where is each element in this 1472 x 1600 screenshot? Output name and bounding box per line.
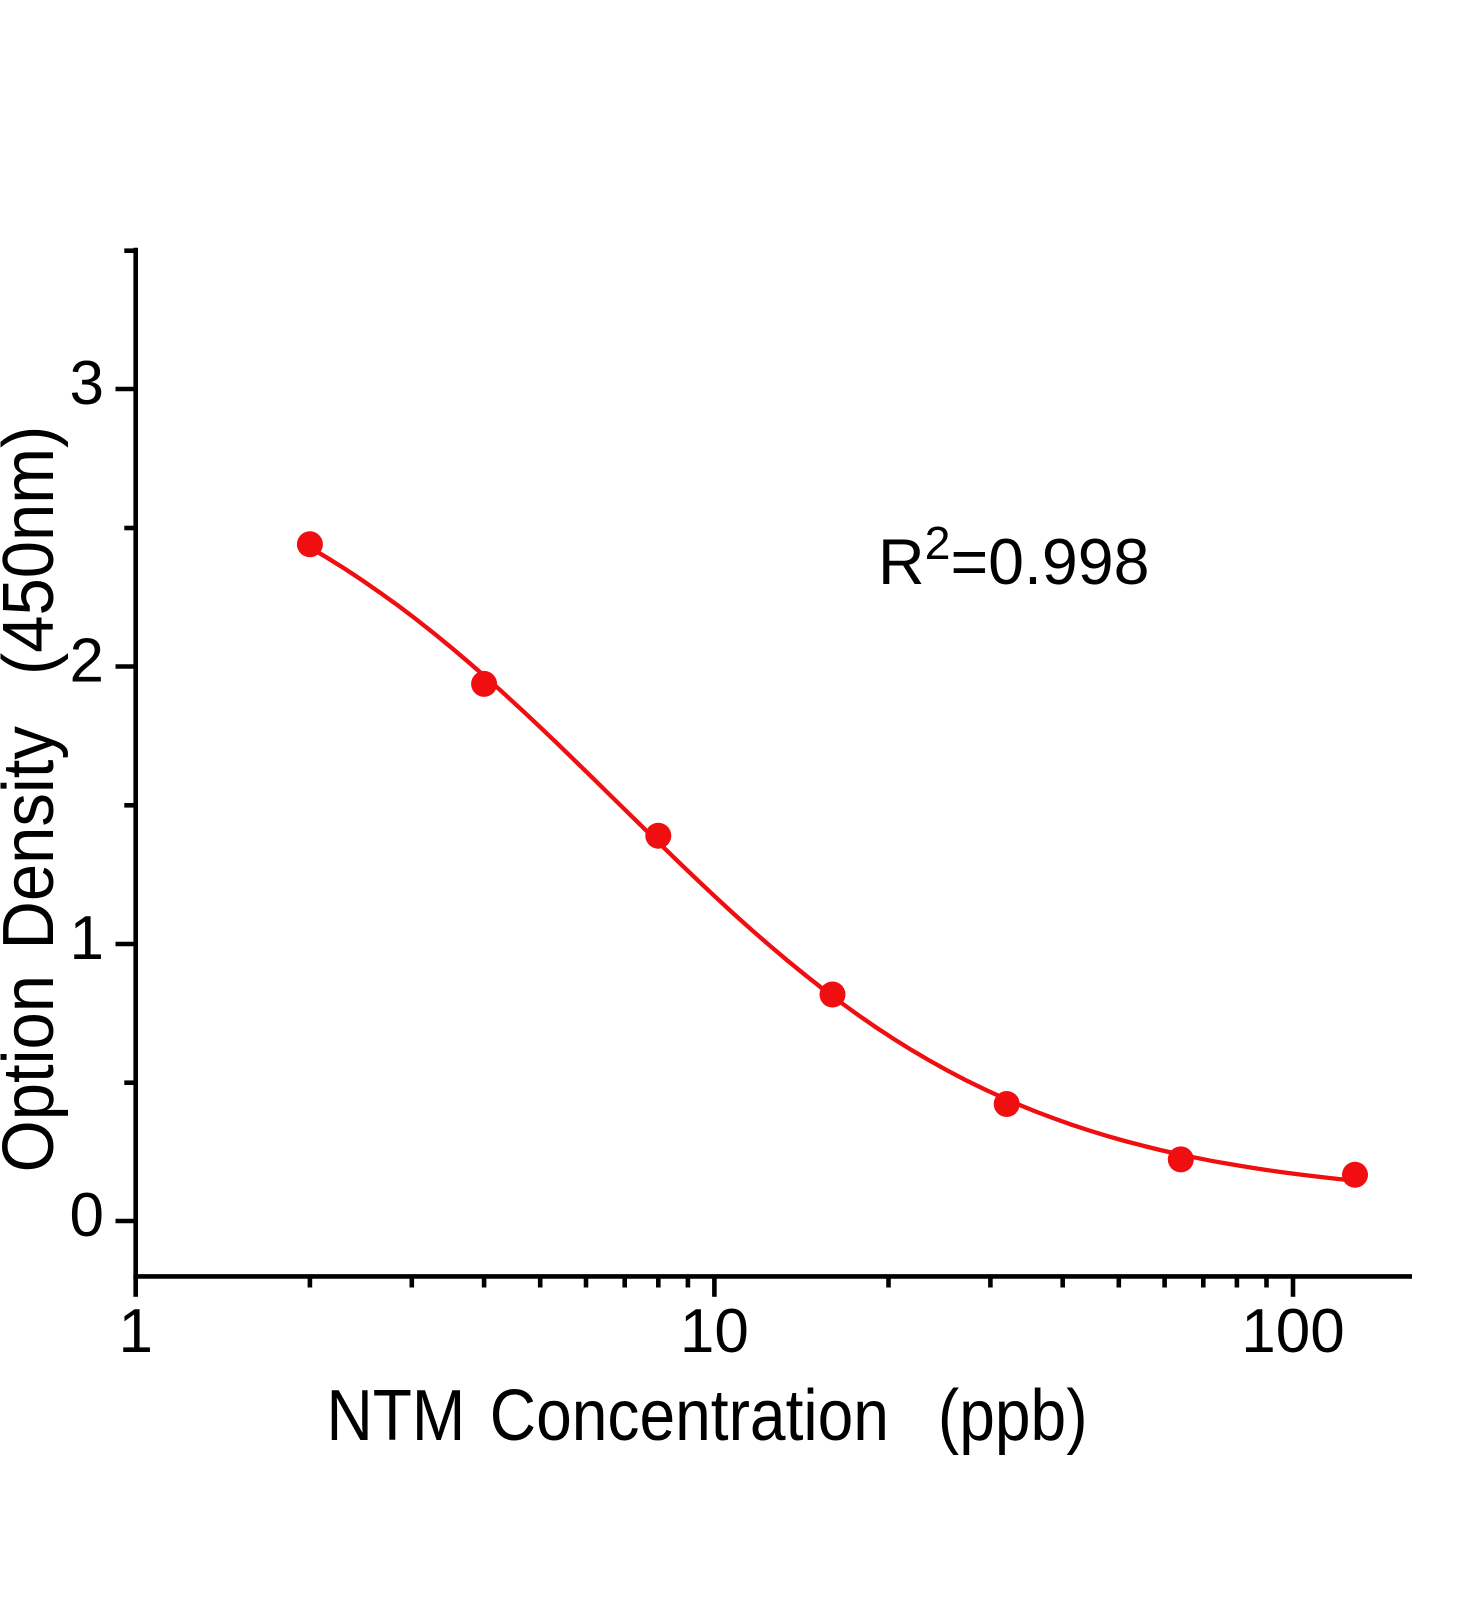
svg-text:1: 1 <box>70 904 104 973</box>
svg-text:0: 0 <box>70 1181 104 1250</box>
svg-text:3: 3 <box>70 349 104 418</box>
svg-text:10: 10 <box>680 1297 749 1366</box>
svg-text:2: 2 <box>70 627 104 696</box>
svg-text:NTM Concentration (ppb): NTM Concentration (ppb) <box>326 1376 1087 1456</box>
svg-text:100: 100 <box>1241 1297 1344 1366</box>
svg-text:1: 1 <box>118 1297 152 1366</box>
svg-text:R2=0.998: R2=0.998 <box>878 517 1150 598</box>
svg-text:Option Density (450nm): Option Density (450nm) <box>0 426 69 1173</box>
